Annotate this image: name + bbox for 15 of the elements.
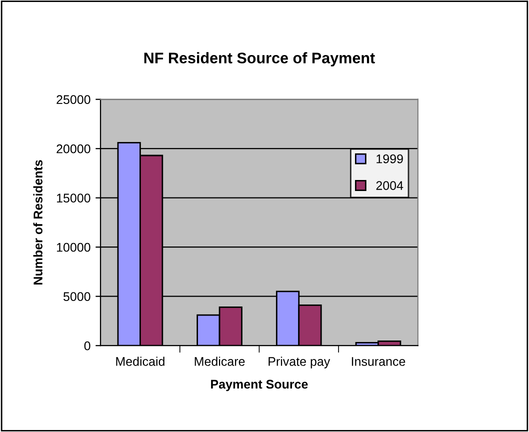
x-tick-label: Medicaid: [116, 356, 164, 366]
y-tick-label: 0: [84, 341, 90, 350]
x-tick-label: Medicare: [194, 356, 245, 366]
chart-title: NF Resident Source of Payment: [144, 52, 375, 66]
y-axis-title: Number of Residents: [33, 160, 42, 284]
x-tick-label: Insurance: [352, 357, 406, 366]
y-tick-label: 20000: [56, 144, 90, 154]
legend-label: 2004: [376, 181, 404, 190]
y-tick-label: 5000: [63, 292, 90, 302]
y-tick-label: 15000: [56, 194, 90, 203]
y-tick-label: 25000: [56, 95, 90, 104]
y-tick-label: 10000: [56, 242, 90, 252]
x-tick-label: Private pay: [268, 356, 330, 368]
legend-label: 1999: [376, 154, 403, 164]
x-axis-title: Payment Source: [211, 380, 308, 392]
